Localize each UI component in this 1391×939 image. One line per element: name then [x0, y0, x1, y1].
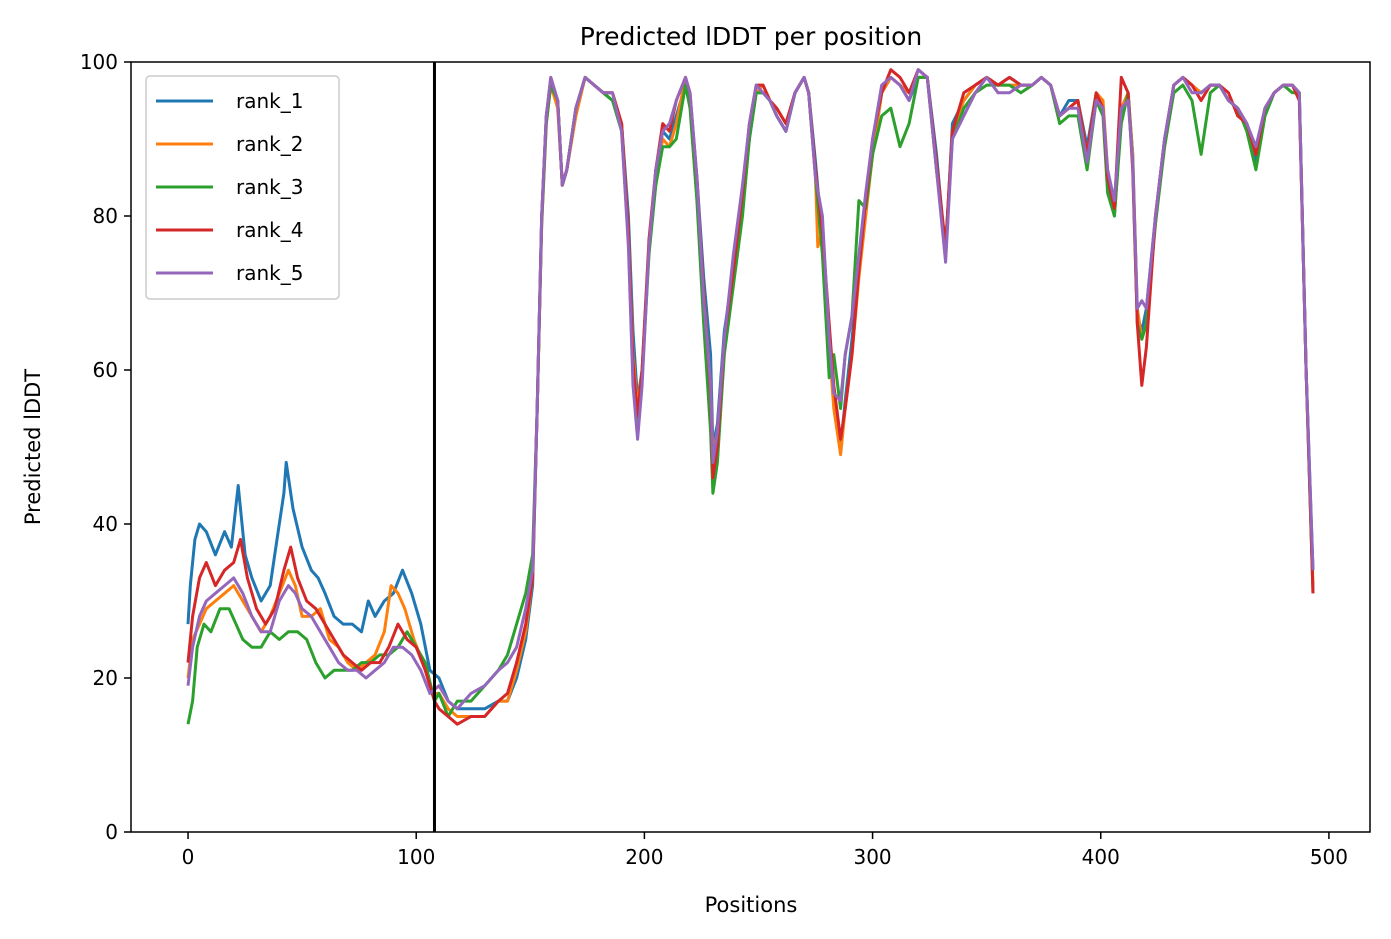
chart-title: Predicted lDDT per position — [580, 22, 922, 51]
legend-label-rank_2: rank_2 — [236, 132, 303, 156]
legend-box — [145, 75, 340, 300]
x-tick-label: 100 — [397, 845, 435, 869]
series-line-rank_5 — [186, 68, 1315, 711]
y-tick-label: 40 — [93, 512, 118, 536]
x-axis-label: Positions — [705, 893, 798, 917]
legend-label-rank_4: rank_4 — [236, 218, 303, 242]
x-tick-label: 500 — [1310, 845, 1348, 869]
x-tick-label: 300 — [853, 845, 891, 869]
legend-label-rank_1: rank_1 — [236, 89, 303, 113]
legend-label-rank_5: rank_5 — [236, 261, 303, 285]
y-tick-label: 100 — [80, 50, 118, 74]
legend-label-rank_3: rank_3 — [236, 175, 303, 199]
y-tick-label: 20 — [93, 666, 118, 690]
y-tick-label: 60 — [93, 358, 118, 382]
series-layer — [186, 68, 1315, 726]
y-axis-label: Predicted lDDT — [21, 369, 45, 525]
y-tick-label: 0 — [105, 820, 118, 844]
series-line-rank_4 — [186, 68, 1315, 726]
y-axis: 0 20 40 60 80 100 — [80, 50, 131, 844]
plot-frame — [130, 61, 1371, 833]
y-tick-label: 80 — [93, 204, 118, 228]
plot-area — [130, 61, 1371, 833]
x-tick-label: 0 — [182, 845, 195, 869]
x-tick-label: 400 — [1082, 845, 1120, 869]
x-axis: 0 100 200 300 400 500 — [182, 832, 1348, 869]
legend: rank_1 rank_2 rank_3 rank_4 rank_5 — [145, 75, 340, 300]
x-tick-label: 200 — [625, 845, 663, 869]
